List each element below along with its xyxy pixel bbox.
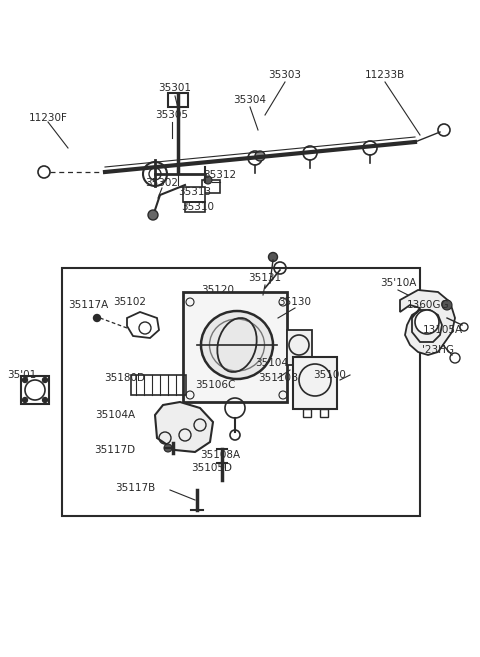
Bar: [303, 409, 311, 417]
Text: 35310: 35310: [181, 202, 215, 212]
Text: 11230F: 11230F: [29, 113, 67, 123]
Text: 35100: 35100: [313, 370, 347, 380]
Ellipse shape: [201, 311, 273, 379]
Polygon shape: [400, 290, 455, 355]
Text: 35130: 35130: [278, 297, 312, 307]
Bar: [183, 292, 287, 402]
Text: 35117B: 35117B: [115, 483, 155, 493]
Text: 35102: 35102: [113, 297, 146, 307]
Text: 35304: 35304: [233, 95, 266, 105]
Circle shape: [442, 300, 452, 310]
Circle shape: [23, 397, 27, 403]
Text: 35180D: 35180D: [105, 373, 145, 383]
Bar: [62, 268, 420, 516]
Circle shape: [148, 210, 158, 220]
Circle shape: [164, 444, 172, 452]
Text: 35105D: 35105D: [192, 463, 232, 473]
Text: 35301: 35301: [158, 83, 192, 93]
Bar: [202, 180, 220, 193]
Text: 11233B: 11233B: [365, 70, 405, 80]
Circle shape: [23, 378, 27, 382]
Text: 35104A: 35104A: [95, 410, 135, 420]
Bar: [293, 357, 337, 409]
Text: 35302: 35302: [145, 178, 179, 188]
Bar: [168, 93, 188, 107]
Bar: [183, 187, 205, 202]
Circle shape: [268, 252, 277, 261]
Bar: [131, 375, 185, 395]
Text: 13105A: 13105A: [423, 325, 463, 335]
Text: 35313: 35313: [179, 187, 212, 197]
Text: 35117A: 35117A: [68, 300, 108, 310]
Bar: [21, 376, 49, 404]
Polygon shape: [155, 402, 213, 452]
Text: 35110B: 35110B: [258, 373, 298, 383]
Text: 35131: 35131: [249, 273, 282, 283]
Text: 35305: 35305: [156, 110, 189, 120]
Text: 35106C: 35106C: [195, 380, 235, 390]
Text: 35312: 35312: [204, 170, 237, 180]
Bar: [185, 202, 205, 212]
Circle shape: [255, 151, 265, 161]
Text: '23HG: '23HG: [422, 345, 454, 355]
Text: 35303: 35303: [268, 70, 301, 80]
Text: 35108A: 35108A: [200, 450, 240, 460]
Text: 1360GG: 1360GG: [407, 300, 449, 310]
Circle shape: [415, 310, 439, 334]
Text: 35'10A: 35'10A: [380, 278, 416, 288]
Text: 35117D: 35117D: [95, 445, 135, 455]
Bar: [287, 330, 312, 365]
Text: 35120: 35120: [202, 285, 235, 295]
Bar: [320, 409, 328, 417]
Text: 35'01: 35'01: [7, 370, 36, 380]
Text: 35104: 35104: [255, 358, 288, 368]
Circle shape: [43, 397, 48, 403]
Circle shape: [94, 315, 100, 321]
Circle shape: [204, 176, 212, 184]
Circle shape: [43, 378, 48, 382]
